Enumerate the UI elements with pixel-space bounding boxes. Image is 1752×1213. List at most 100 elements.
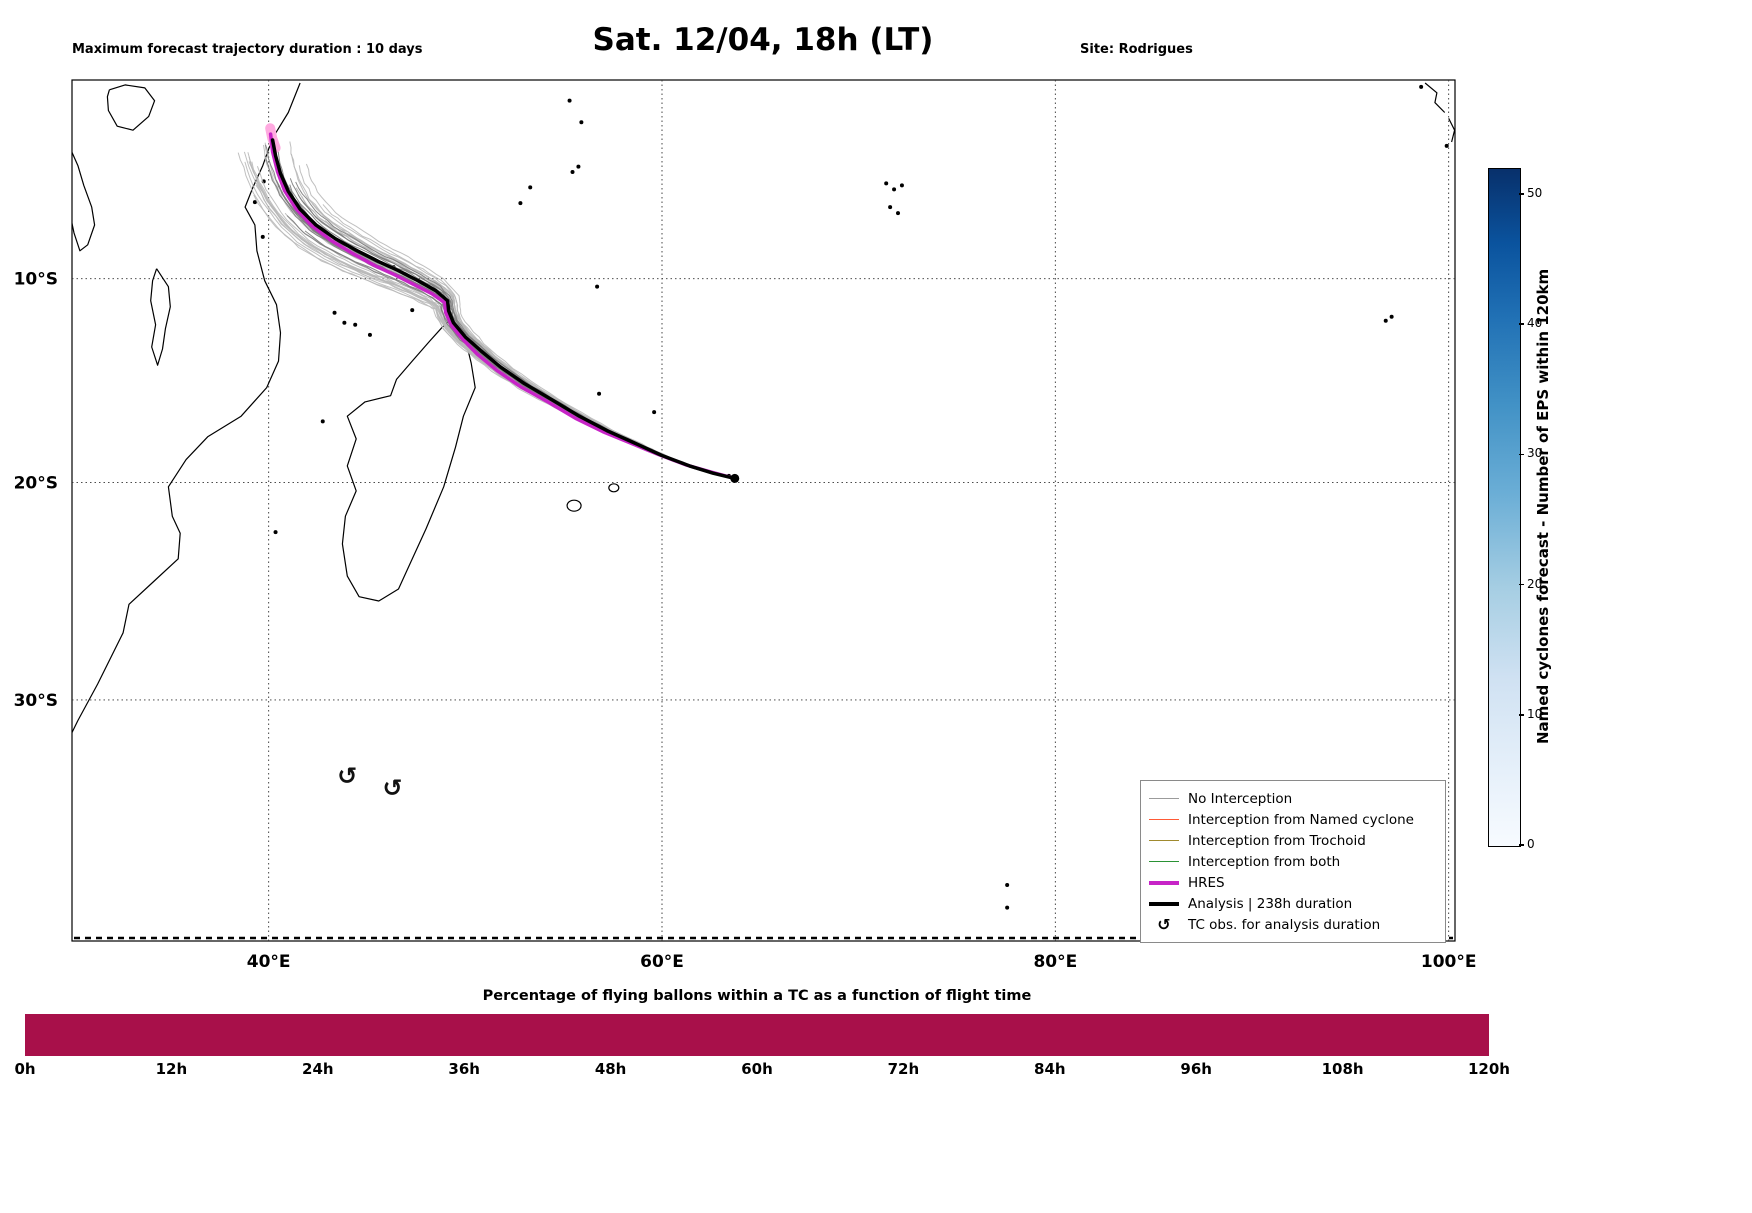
x-axis-tick-label: 80°E xyxy=(1033,952,1077,972)
legend-line xyxy=(1149,901,1179,906)
island-dot xyxy=(888,205,893,210)
legend-item: Analysis | 238h duration xyxy=(1149,893,1435,914)
island-dot xyxy=(332,310,337,315)
island-dot xyxy=(410,308,415,313)
island-dot xyxy=(595,284,600,289)
map-layers: ↺ ↺ xyxy=(72,80,1455,941)
island-dot xyxy=(252,200,257,205)
legend-line-sample xyxy=(1149,860,1179,863)
flight-time-tick-label: 0h xyxy=(14,1060,36,1078)
colorbar-gradient xyxy=(1488,168,1521,847)
island-dot xyxy=(1005,905,1010,910)
island-dot xyxy=(892,187,897,192)
legend-label: Interception from Named cyclone xyxy=(1188,811,1414,828)
coastline-lake-victoria xyxy=(106,84,156,131)
legend-item: ↺ TC obs. for analysis duration xyxy=(1149,914,1435,935)
coastline-lake-malawi xyxy=(150,268,171,366)
analysis-line xyxy=(270,138,737,481)
legend-line xyxy=(1149,818,1179,821)
y-axis-tick-label: 20°S xyxy=(14,474,58,494)
island-outline-reunion xyxy=(566,499,582,512)
tc-obs-icon: ↺ xyxy=(1157,915,1171,934)
flight-time-chart-title: Percentage of flying ballons within a TC… xyxy=(482,988,1032,1004)
island-dot xyxy=(884,181,889,186)
island-dot xyxy=(518,201,523,206)
y-axis-tick-label: 30°S xyxy=(14,691,58,711)
colorbar-tick xyxy=(1519,844,1524,846)
island-dot xyxy=(652,410,657,415)
colorbar-tick xyxy=(1519,714,1524,716)
legend-line xyxy=(1149,839,1179,842)
colorbar-tick-label: 0 xyxy=(1527,837,1535,851)
legend-label: Analysis | 238h duration xyxy=(1188,895,1353,912)
x-axis-tick-label: 100°E xyxy=(1421,952,1477,972)
colorbar-tick-label: 40 xyxy=(1527,316,1543,331)
colorbar-tick-label: 50 xyxy=(1527,186,1543,201)
flight-time-tick-label: 60h xyxy=(741,1060,773,1078)
colorbar-tick-label: 30 xyxy=(1527,446,1543,461)
flight-time-tick-label: 108h xyxy=(1321,1060,1364,1078)
island-dot xyxy=(1419,84,1424,89)
island-dot xyxy=(567,98,572,103)
island-dot xyxy=(896,211,901,216)
legend-item: No Interception xyxy=(1149,788,1435,809)
legend-line-sample xyxy=(1149,880,1179,885)
legend: No Interception Interception from Named c… xyxy=(1140,780,1446,943)
flight-time-tick-label: 84h xyxy=(1034,1060,1066,1078)
info-site: Site: Rodrigues xyxy=(1080,42,1193,58)
legend-line-sample xyxy=(1149,901,1179,906)
coastline-sumatra-a xyxy=(1424,82,1446,113)
flight-time-tick-label: 96h xyxy=(1180,1060,1212,1078)
island-outline-mauritius xyxy=(608,483,620,493)
coastline-lake-tanganyika xyxy=(72,150,96,252)
island-dot xyxy=(353,322,358,327)
hres-line xyxy=(268,132,737,481)
legend-item: Interception from Trochoid xyxy=(1149,830,1435,851)
island-dot xyxy=(273,530,278,535)
island-dot xyxy=(320,419,325,424)
legend-label: TC obs. for analysis duration xyxy=(1188,916,1381,933)
flight-time-bar xyxy=(25,1014,1489,1056)
island-dot xyxy=(570,169,575,174)
colorbar-tick xyxy=(1519,583,1524,586)
legend-item: Interception from both xyxy=(1149,851,1435,872)
island-dot xyxy=(597,391,602,396)
x-axis-tick-label: 40°E xyxy=(247,952,291,972)
legend-label: Interception from Trochoid xyxy=(1188,832,1366,849)
tc-obs-icon: ↺ xyxy=(337,762,357,790)
legend-item: HRES xyxy=(1149,872,1435,893)
legend-line-sample xyxy=(1149,839,1179,842)
ensemble-member xyxy=(305,163,736,479)
flight-time-tick-label: 36h xyxy=(448,1060,480,1078)
flight-time-tick-label: 72h xyxy=(887,1060,920,1078)
coastline-madagascar xyxy=(341,318,476,602)
legend-label: No Interception xyxy=(1188,790,1293,807)
island-dot xyxy=(899,183,904,188)
flight-time-tick-label: 12h xyxy=(155,1060,188,1078)
tc-obs-icon: ↺ xyxy=(383,774,403,802)
legend-line xyxy=(1149,797,1179,800)
coastline-africa xyxy=(72,82,301,734)
island-dot xyxy=(579,120,584,125)
island-dot xyxy=(1389,314,1394,319)
colorbar-tick-label: 10 xyxy=(1527,706,1543,721)
param-max-duration: Maximum forecast trajectory duration : 1… xyxy=(72,42,423,58)
colorbar-tick xyxy=(1519,323,1524,325)
legend-label: Interception from both xyxy=(1188,853,1341,870)
colorbar-tick xyxy=(1519,193,1524,195)
legend-line xyxy=(1149,880,1179,885)
island-dot xyxy=(1444,143,1449,148)
x-axis-tick-label: 60°E xyxy=(640,952,684,972)
legend-line-sample xyxy=(1149,818,1179,821)
island-dot xyxy=(342,320,347,325)
island-dot xyxy=(576,164,581,169)
coastline-sumatra-b xyxy=(1448,118,1455,143)
island-dot xyxy=(528,185,533,190)
legend-item: Interception from Named cyclone xyxy=(1149,809,1435,830)
legend-line xyxy=(1149,860,1179,863)
figure-title: Sat. 12/04, 18h (LT) xyxy=(592,22,934,58)
colorbar-label: Named cyclones forecast - Number of EPS … xyxy=(1534,268,1552,745)
flight-time-tick-label: 120h xyxy=(1468,1060,1510,1078)
flight-time-tick-label: 24h xyxy=(302,1060,334,1078)
